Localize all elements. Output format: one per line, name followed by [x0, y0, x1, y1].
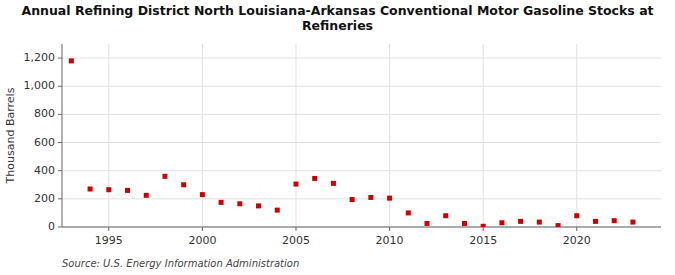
point — [162, 174, 167, 179]
tick-y — [58, 86, 62, 87]
point — [88, 186, 93, 191]
tick-y — [58, 198, 62, 199]
point — [106, 187, 111, 192]
point — [181, 182, 186, 187]
tick-x — [576, 227, 577, 231]
points — [69, 58, 636, 227]
point — [462, 221, 467, 226]
point — [144, 193, 149, 198]
point — [275, 208, 280, 213]
point — [593, 219, 598, 224]
tick-label-x: 2020 — [563, 234, 591, 247]
tick-label-y: 200 — [34, 192, 55, 205]
point — [200, 192, 205, 197]
point — [69, 58, 74, 63]
point — [219, 200, 224, 205]
tick-label-x: 2015 — [469, 234, 497, 247]
tick-y — [58, 114, 62, 115]
point — [425, 221, 430, 226]
chart: 0 200 400 600 800 1,000 1,200 1995 2000 2005 2010 2… — [0, 0, 675, 275]
source-note: Source: U.S. Energy Information Administ… — [62, 258, 299, 269]
point — [481, 224, 486, 227]
point — [518, 219, 523, 224]
point — [331, 181, 336, 186]
tick-x — [108, 227, 109, 231]
y-axis-line — [62, 44, 63, 227]
point — [293, 182, 298, 187]
point — [537, 220, 542, 225]
point — [630, 220, 635, 225]
axes: 0 200 400 600 800 1,000 1,200 1995 2000 2005 2010 2… — [24, 44, 662, 247]
point — [406, 210, 411, 215]
point — [350, 197, 355, 202]
tick-y — [58, 58, 62, 59]
point — [312, 176, 317, 181]
tick-label-y: 800 — [34, 107, 55, 120]
tick-x — [483, 227, 484, 231]
chart-container: 0 200 400 600 800 1,000 1,200 1995 2000 2005 2010 2… — [0, 0, 675, 275]
tick-label-y: 600 — [34, 136, 55, 149]
point — [556, 223, 561, 227]
grid-line-x — [108, 44, 109, 227]
point — [499, 220, 504, 225]
point — [256, 203, 261, 208]
tick-label-y: 0 — [48, 220, 55, 233]
tick-y — [58, 227, 62, 228]
tick-label-x: 2000 — [188, 234, 216, 247]
tick-y — [58, 142, 62, 143]
tick-y — [58, 170, 62, 171]
grid-line-x — [295, 44, 296, 227]
grid — [62, 44, 661, 227]
point — [237, 201, 242, 206]
tick-x — [295, 227, 296, 231]
point — [612, 218, 617, 223]
tick-x — [389, 227, 390, 231]
grid-line-y — [62, 227, 661, 228]
grid-line-x — [483, 44, 484, 227]
tick-label-y: 400 — [34, 164, 55, 177]
tick-label-y: 1,000 — [24, 79, 56, 92]
grid-line-y — [62, 142, 661, 143]
point — [574, 213, 579, 218]
tick-label-x: 2010 — [376, 234, 404, 247]
tick-label-x: 1995 — [95, 234, 123, 247]
grid-line-x — [576, 44, 577, 227]
tick-label-y: 1,200 — [24, 51, 56, 64]
tick-x — [202, 227, 203, 231]
grid-line-y — [62, 86, 661, 87]
tick-label-x: 2005 — [282, 234, 310, 247]
grid-line-y — [62, 170, 661, 171]
point — [368, 195, 373, 200]
point — [387, 196, 392, 201]
title: Annual Refining District North Louisiana… — [21, 3, 653, 33]
grid-line-x — [202, 44, 203, 227]
grid-line-y — [62, 198, 661, 199]
point — [125, 188, 130, 193]
y-axis-label: Thousand Barrels — [4, 87, 17, 184]
grid-line-y — [62, 114, 661, 115]
x-axis-line — [62, 227, 661, 228]
point — [443, 213, 448, 218]
grid-line-y — [62, 58, 661, 59]
